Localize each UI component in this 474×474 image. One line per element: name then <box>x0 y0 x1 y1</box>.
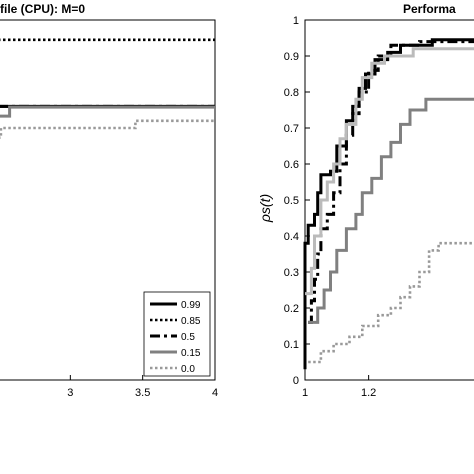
right-chart-panel: Performa ρs(t) 1 1.2 0 0.1 0.2 0.3 0.4 0.5 0.6 0.… <box>257 2 474 399</box>
left-series-line-0-0 <box>0 119 215 139</box>
y-tick-label: 0.5 <box>284 195 299 207</box>
left-series-line-0-15 <box>0 105 215 118</box>
right-plot-frame <box>304 19 474 381</box>
legend-label: 0.85 <box>181 316 201 327</box>
y-tick-label: 0.4 <box>284 231 299 243</box>
x-tick-label: 4 <box>212 387 218 399</box>
legend-label: 0.99 <box>181 300 201 311</box>
y-tick-label: 0.8 <box>284 87 299 99</box>
legend-box <box>143 291 211 377</box>
left-chart-panel: file (CPU): M=0 3 3.5 4 0.990.850.50.150.0 <box>0 2 218 399</box>
right-series-line-0-85 <box>305 47 474 296</box>
legend-label: 0.0 <box>181 364 195 375</box>
right-series-line-0-99 <box>303 38 474 370</box>
legend-label: 0.15 <box>181 348 201 359</box>
right-y-axis-label: ρs(t) <box>257 194 273 223</box>
right-series-line-0-15 <box>308 97 474 324</box>
left-chart-title: file (CPU): M=0 <box>0 2 85 16</box>
y-tick-label: 0.9 <box>284 51 299 63</box>
y-tick-label: 0.6 <box>284 159 299 171</box>
left-plot-frame <box>0 19 216 381</box>
x-tick-label: 1.2 <box>361 387 376 399</box>
right-series-line-0-5 <box>308 40 474 324</box>
left-series-group <box>0 38 215 139</box>
y-tick-label: 0 <box>293 375 299 387</box>
legend: 0.99 0.85 0.5 0.15 0.0 <box>143 291 211 377</box>
y-tick-label: 0.1 <box>284 339 299 351</box>
left-x-ticks: 3 3.5 4 <box>67 375 218 399</box>
legend-label: 0.5 <box>181 332 195 343</box>
y-tick-label: 0.2 <box>284 303 299 315</box>
y-tick-label: 1 <box>293 15 299 27</box>
x-tick-label: 3 <box>67 387 73 399</box>
right-axis-ticks: 1 1.2 0 0.1 0.2 0.3 0.4 0.5 0.6 0.7 0.8 0.9 1 <box>284 15 377 399</box>
right-chart-title: Performa <box>403 2 456 16</box>
x-tick-label: 1 <box>302 387 308 399</box>
y-tick-label: 0.3 <box>284 267 299 279</box>
x-tick-label: 3.5 <box>135 387 150 399</box>
right-series-line-0-0 <box>308 241 474 364</box>
right-series-group <box>303 38 474 370</box>
y-tick-label: 0.7 <box>284 123 299 135</box>
